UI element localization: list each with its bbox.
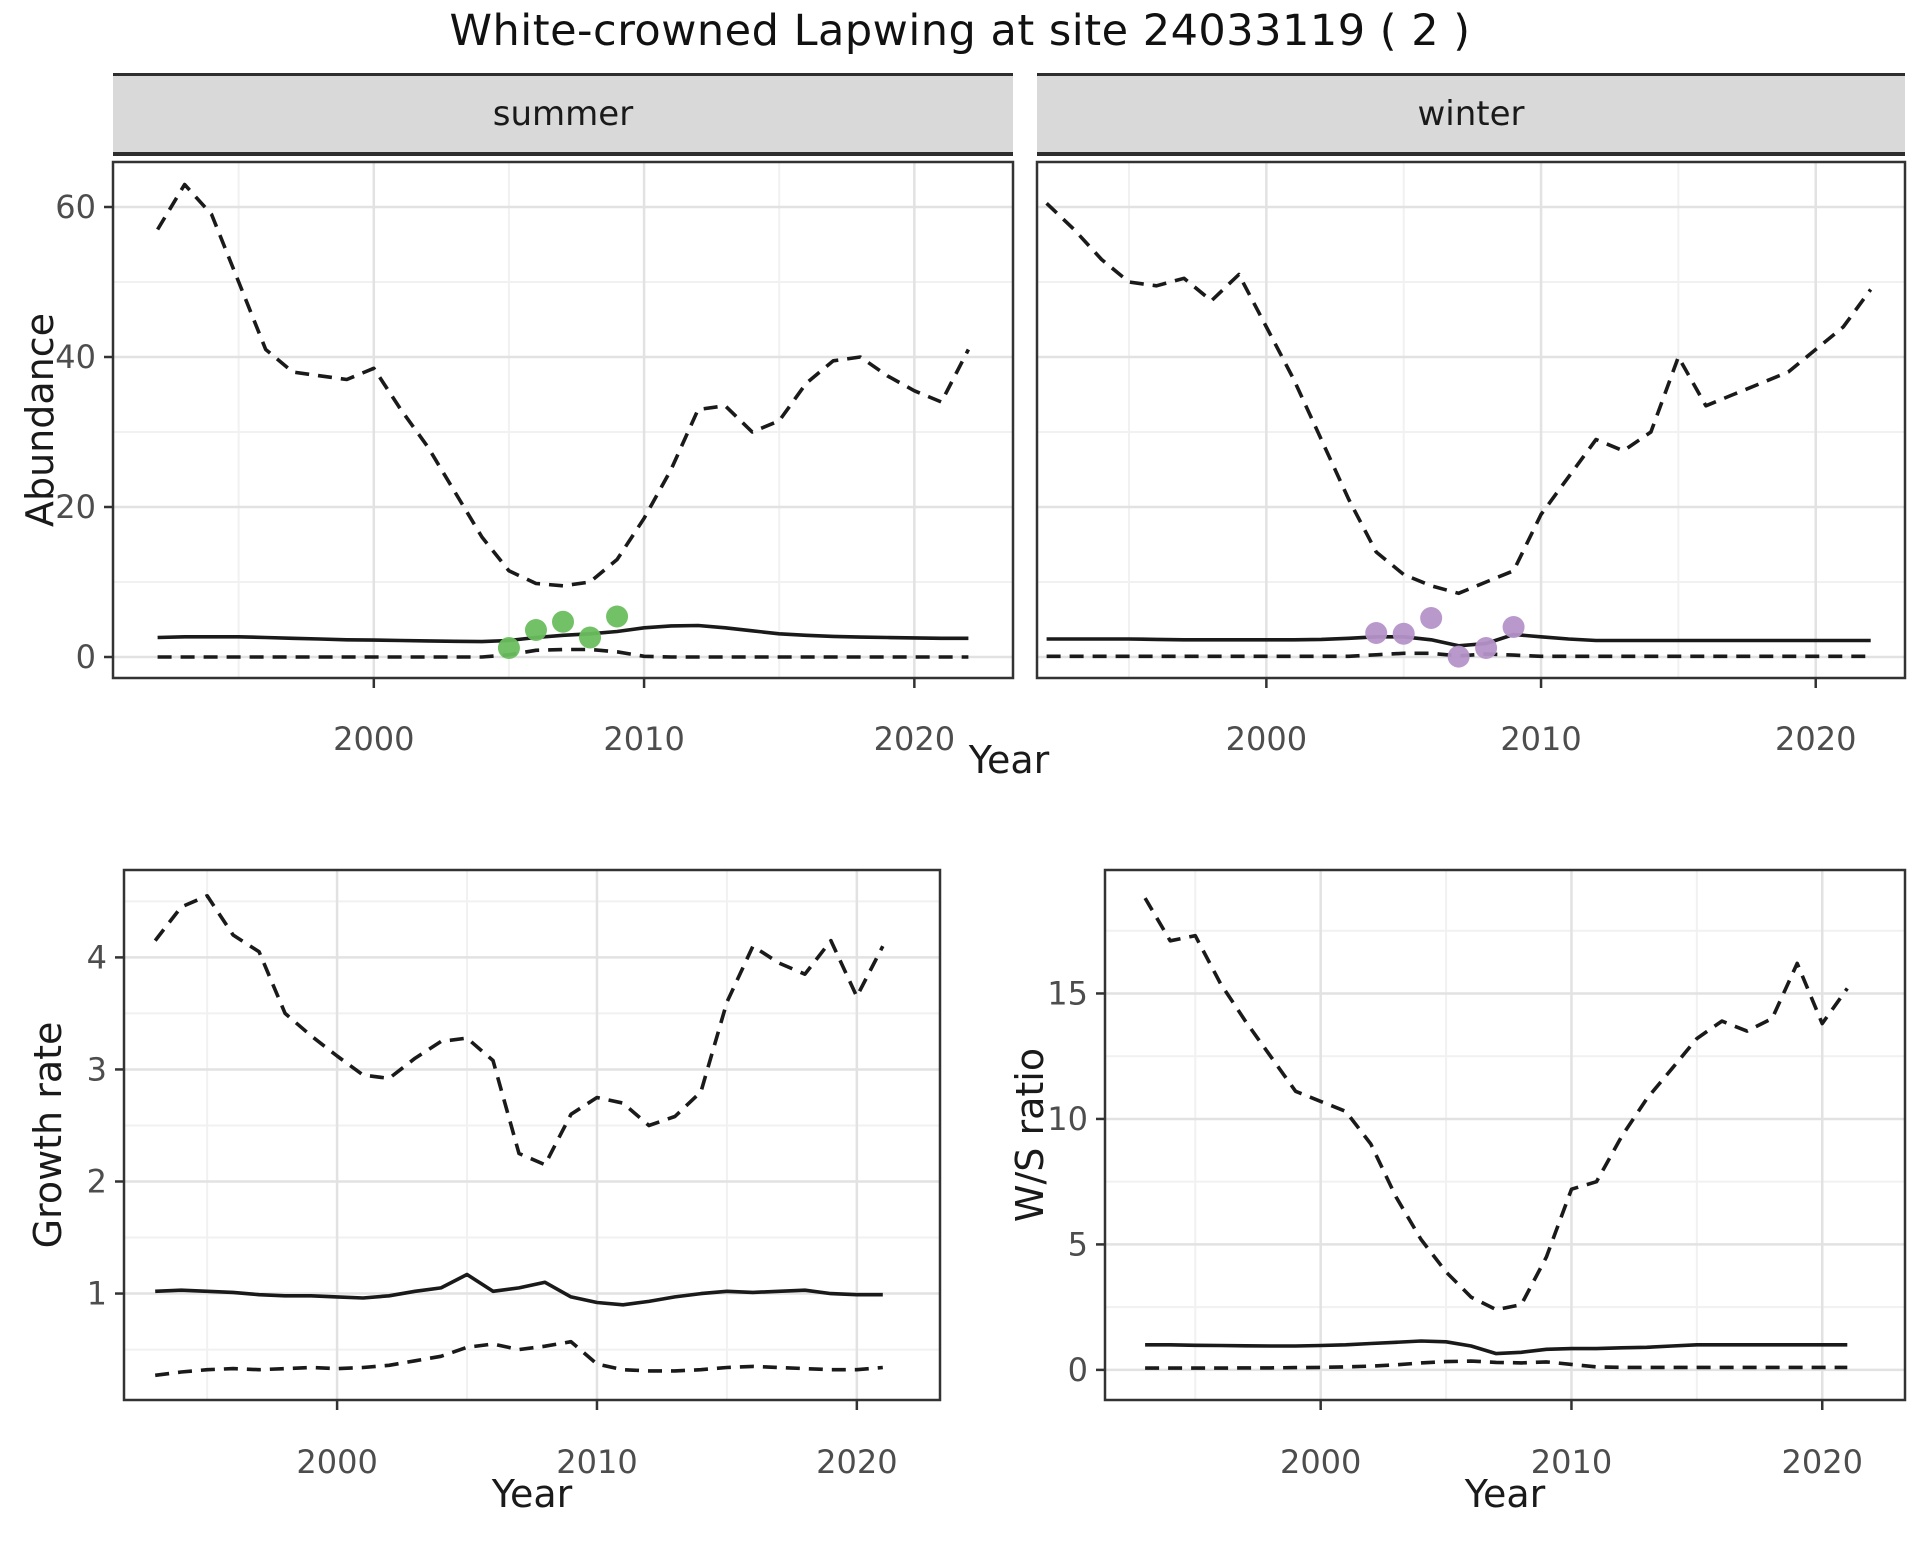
- y-axis-title-growth-rate: Growth rate: [26, 1021, 70, 1249]
- abundance_summer-observation-point: [606, 605, 629, 628]
- growth_rate-y-tick-label: 1: [87, 1275, 107, 1313]
- abundance_summer-observation-point: [552, 610, 574, 633]
- abundance_summer-lower_95ci-line: [157, 647, 969, 659]
- ws_ratio-y-tick-label: 15: [1047, 974, 1088, 1012]
- growth_rate-x-tick-label: 2010: [556, 1443, 637, 1481]
- abundance_winter-panel-border: [1035, 160, 1907, 680]
- abundance_winter-panel-background: [1037, 162, 1905, 678]
- x-axis-title-year-ws: Year: [1464, 1472, 1546, 1516]
- abundance_winter-observation-point: [1475, 637, 1498, 659]
- abundance_winter-upper_95ci-line: [1045, 201, 1873, 596]
- facet-strip-summer-label: summer: [492, 94, 634, 134]
- growth_rate-lower_95ci-line: [154, 1339, 883, 1378]
- ws_ratio-x-tick-label: 2020: [1782, 1443, 1863, 1481]
- growth_rate-y-tick-label: 2: [87, 1163, 107, 1201]
- growth_rate-y-tick-label: 4: [87, 938, 107, 976]
- abundance_winter-observation-point: [1365, 622, 1388, 644]
- ws_ratio-x-tick-label: 2000: [1280, 1443, 1361, 1481]
- abundance_winter-observation-point: [1447, 645, 1470, 668]
- ws_ratio-panel-background: [1105, 870, 1905, 1400]
- abundance_summer-y-tick-label: 20: [55, 488, 96, 526]
- ws_ratio-panel-border: [1103, 868, 1907, 1402]
- y-axis-title-abundance: Abundance: [18, 312, 62, 528]
- x-axis-title-year-growth: Year: [491, 1472, 573, 1516]
- ws_ratio-x-tick-label: 2010: [1531, 1443, 1612, 1481]
- abundance_winter-x-tick-label: 2010: [1500, 720, 1581, 758]
- abundance_summer-y-tick-label: 0: [76, 638, 96, 676]
- growth_rate-y-tick-label: 3: [87, 1050, 107, 1088]
- abundance_winter-observation-point: [1502, 616, 1525, 638]
- abundance_summer-x-tick-label: 2000: [333, 720, 414, 758]
- abundance_summer-panel-background: [113, 162, 1013, 678]
- abundance_summer-observation-point: [579, 626, 602, 649]
- ws_ratio-y-tick-label: 5: [1068, 1225, 1088, 1263]
- growth_rate-x-tick-label: 2000: [296, 1443, 377, 1481]
- abundance_summer-y-tick-label: 40: [55, 338, 96, 376]
- growth_rate-x-tick-label: 2020: [816, 1443, 897, 1481]
- abundance_winter-observation-point: [1420, 607, 1443, 629]
- abundance_summer-y-tick-label: 60: [55, 188, 96, 226]
- y-axis-title-ws-ratio: W/S ratio: [1008, 1047, 1052, 1223]
- abundance_summer-x-tick-label: 2020: [874, 720, 955, 758]
- facet-strip-winter-label: winter: [1417, 94, 1525, 134]
- facet-strip-summer: summer: [113, 73, 1013, 156]
- ws_ratio-median-line: [1145, 1339, 1848, 1356]
- abundance_summer-x-tick-label: 2010: [603, 720, 684, 758]
- ws_ratio-y-tick-label: 10: [1047, 1100, 1088, 1138]
- abundance_winter-x-tick-label: 2020: [1775, 720, 1856, 758]
- abundance_summer-upper_95ci-line: [156, 182, 971, 588]
- x-axis-title-year-top: Year: [968, 738, 1050, 782]
- abundance_winter-observation-point: [1392, 622, 1415, 645]
- growth_rate-median-line: [155, 1272, 883, 1307]
- abundance_winter-x-tick-label: 2000: [1226, 720, 1307, 758]
- abundance_summer-panel-border: [111, 160, 1015, 680]
- abundance_summer-observation-point: [497, 637, 520, 659]
- ws_ratio-lower_95ci-line: [1145, 1359, 1848, 1370]
- facet-strip-winter: winter: [1037, 73, 1905, 156]
- abundance_summer-median-line: [157, 623, 969, 644]
- growth_rate-upper_95ci-line: [153, 894, 885, 1167]
- growth_rate-panel-background: [124, 870, 940, 1400]
- ws_ratio-y-tick-label: 0: [1068, 1351, 1088, 1389]
- plot-title: White-crowned Lapwing at site 24033119 (…: [449, 6, 1471, 56]
- growth_rate-panel-border: [122, 868, 942, 1402]
- abundance_summer-observation-point: [524, 619, 547, 641]
